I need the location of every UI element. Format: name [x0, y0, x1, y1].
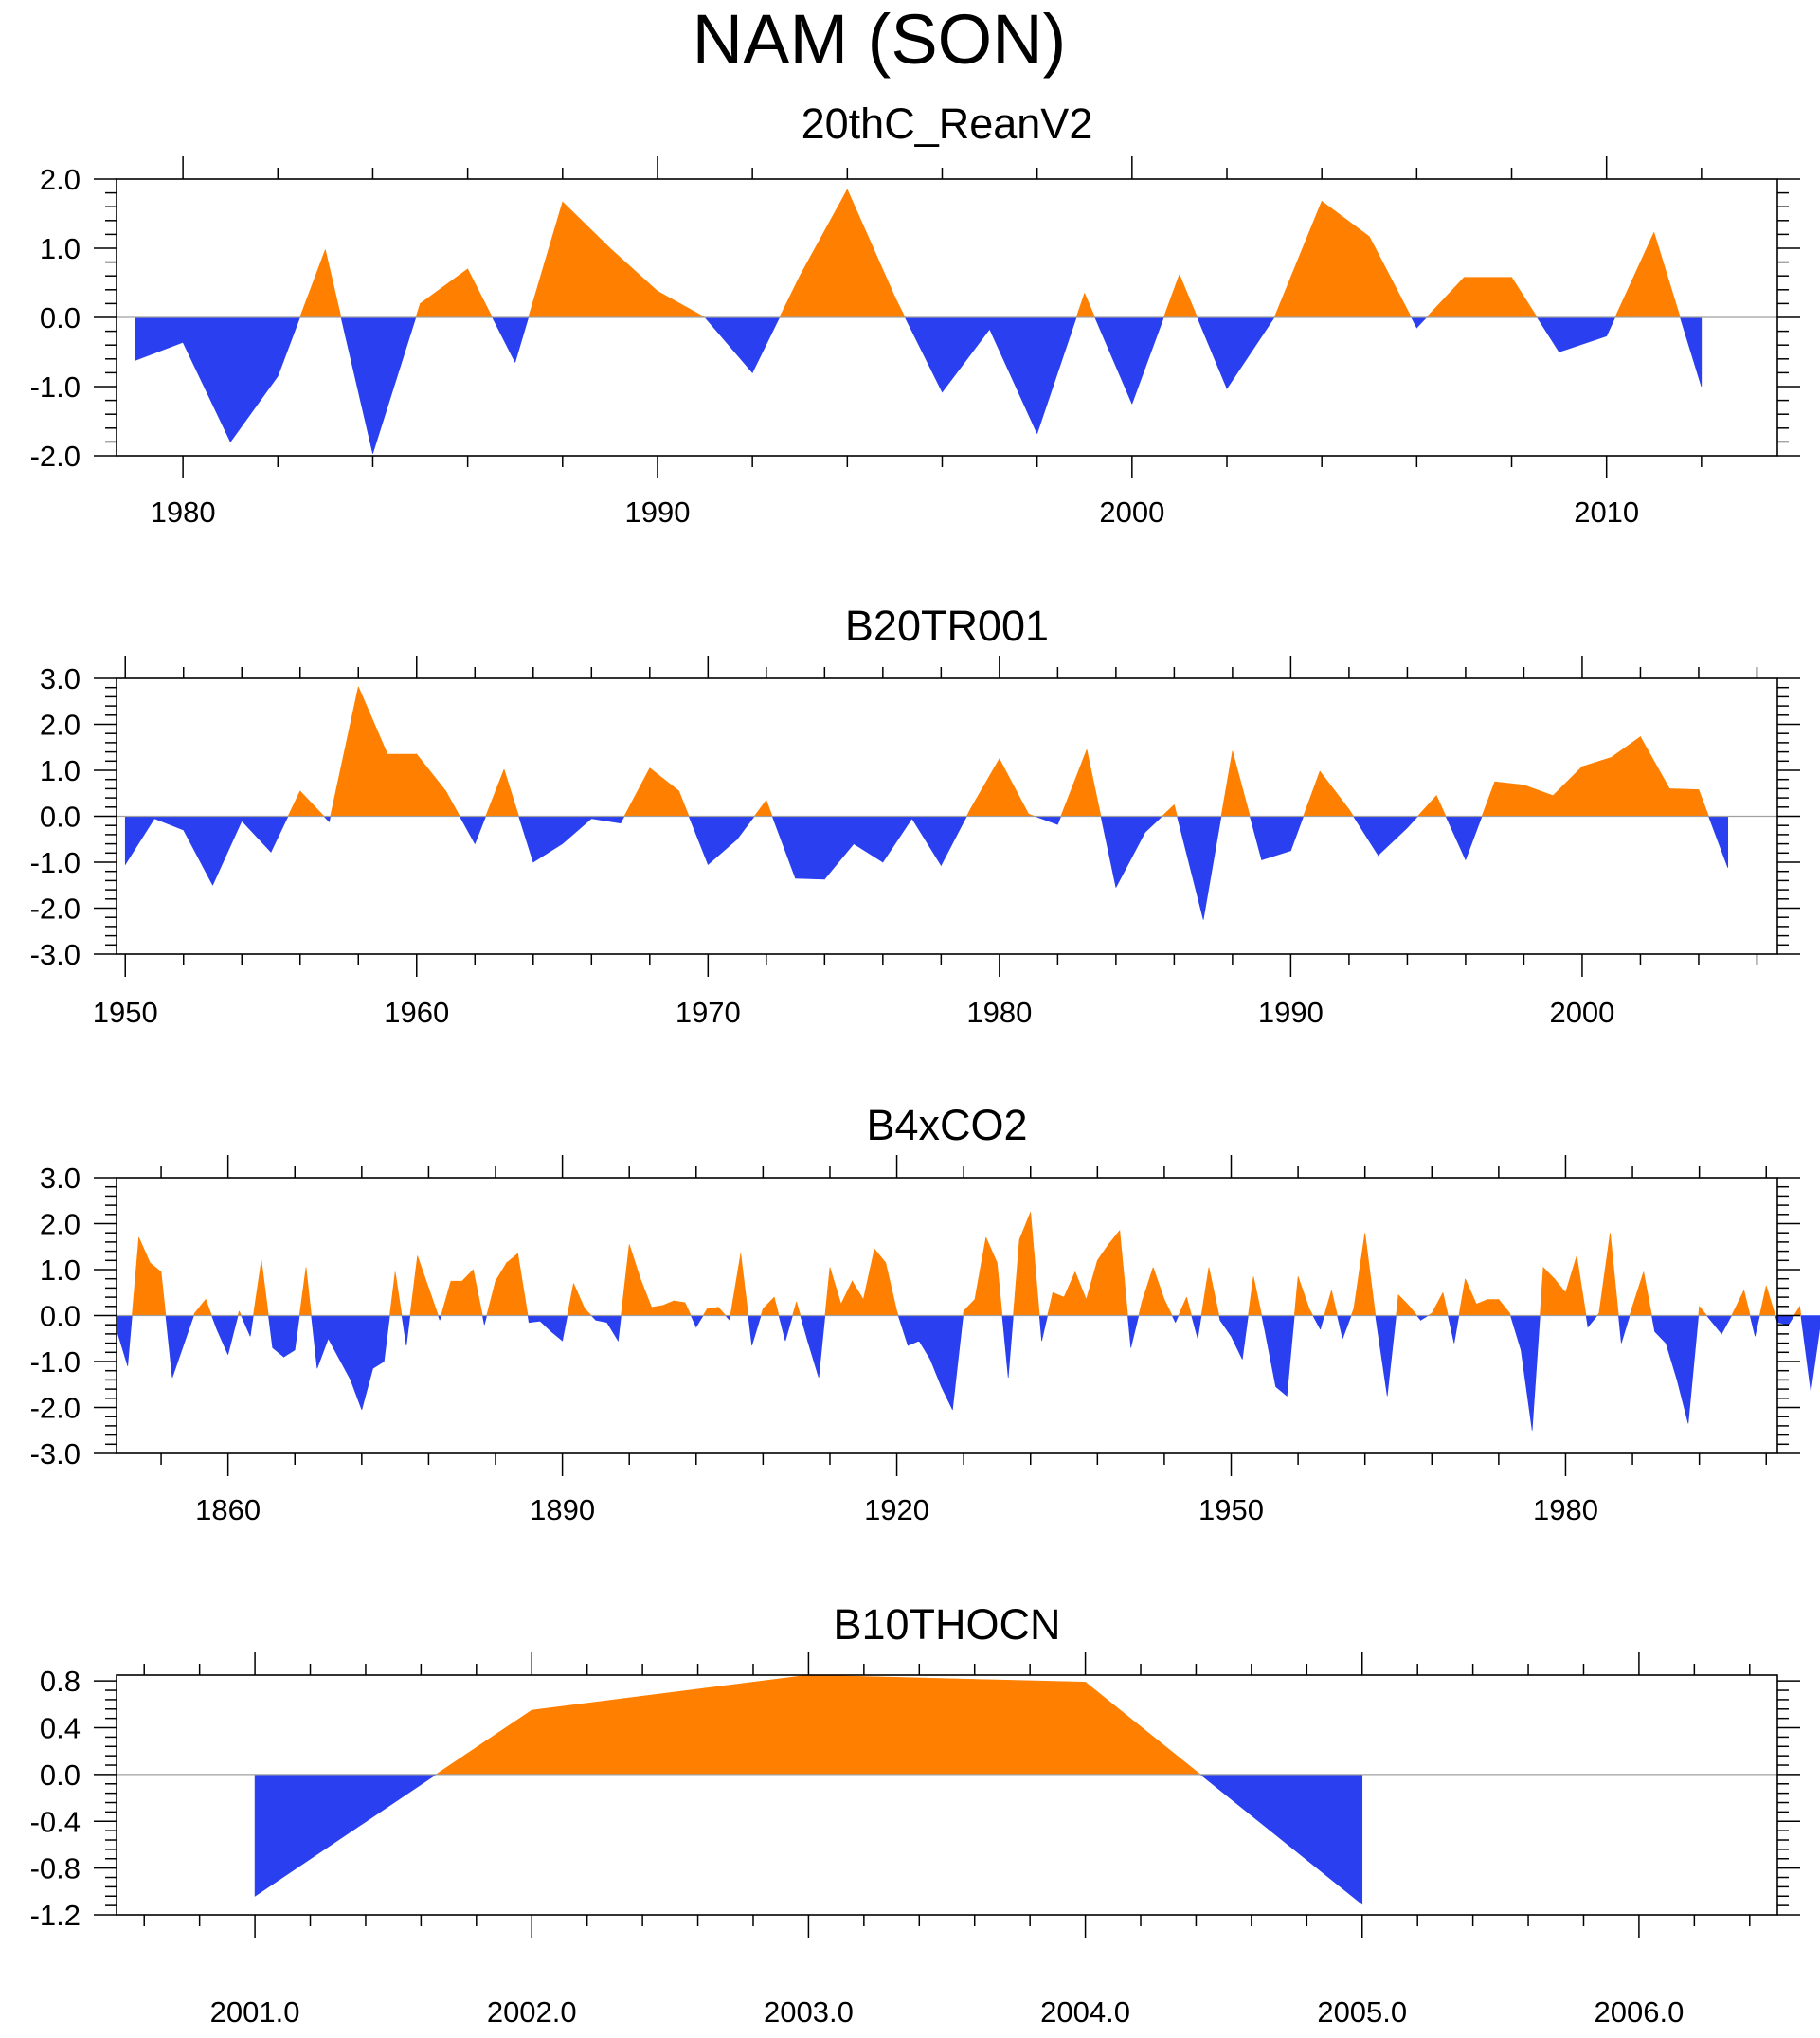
- y-tick-label: -1.0: [30, 846, 81, 879]
- y-tick-label: 0.0: [40, 1758, 81, 1792]
- x-tick-label: 1950: [1198, 1493, 1264, 1526]
- y-tick-label: 0.0: [40, 301, 81, 334]
- chart-panel-2: 3.0 2.0 1.0 0.0 -1.0 -2.0 -3.0 1950 1960 1970 1980…: [30, 602, 1800, 1029]
- y-tick-label: -1.0: [30, 1345, 81, 1379]
- y-tick-label: 0.0: [40, 1300, 81, 1333]
- y-tick-label: -3.0: [30, 938, 81, 971]
- negative-area: [135, 316, 1703, 454]
- positive-area: [435, 1674, 1201, 1776]
- x-tick-label: 2000: [1549, 996, 1614, 1029]
- x-tick-label: 1950: [93, 996, 158, 1029]
- x-tick-label: 1980: [966, 996, 1032, 1029]
- panel-title: 20thC_ReanV2: [802, 99, 1093, 148]
- x-tick-label: 2001.0: [210, 1995, 300, 2029]
- x-tick-label: 2010: [1574, 496, 1639, 529]
- x-tick-label: 2002.0: [487, 1995, 577, 2029]
- negative-area: [116, 1315, 1820, 1431]
- positive-area: [299, 189, 1681, 318]
- x-tick-label: 1990: [624, 496, 690, 529]
- x-tick-label: 1960: [384, 996, 449, 1029]
- plot-frame: [116, 1674, 1778, 1916]
- negative-area: [124, 816, 1729, 920]
- y-tick-label: -2.0: [30, 440, 81, 473]
- panel-title: B20TR001: [845, 602, 1049, 650]
- y-tick-label: -0.8: [30, 1852, 81, 1885]
- x-tick-label: 1980: [1533, 1493, 1598, 1526]
- page-title: NAM (SON): [692, 0, 1067, 79]
- y-tick-label: 1.0: [40, 1253, 81, 1287]
- x-tick-label: 1890: [530, 1493, 595, 1526]
- x-tick-label: 2004.0: [1040, 1995, 1130, 2029]
- y-tick-label: 2.0: [40, 709, 81, 742]
- chart-panel-4: 0.8 0.4 0.0 -0.4 -0.8 -1.2 2001.0 2002.0 2003.0 2…: [30, 1600, 1800, 2029]
- y-tick-label: 0.8: [40, 1665, 81, 1698]
- negative-area: [254, 1774, 1363, 1905]
- y-tick-label: 3.0: [40, 662, 81, 695]
- x-tick-label: 1980: [151, 496, 216, 529]
- x-tick-label: 2003.0: [764, 1995, 854, 2029]
- y-tick-label: -1.2: [30, 1899, 81, 1932]
- x-tick-label: 2005.0: [1317, 1995, 1407, 2029]
- y-tick-label: -1.0: [30, 370, 81, 404]
- positive-area: [287, 686, 1709, 817]
- panel-title: B10THOCN: [833, 1600, 1060, 1649]
- x-tick-label: 1860: [195, 1493, 261, 1526]
- chart-panel-1: 2.0 1.0 0.0 -1.0 -2.0 1980 1990 2000 2010 20thC_R…: [30, 99, 1800, 529]
- y-tick-label: -3.0: [30, 1437, 81, 1470]
- y-tick-label: 1.0: [40, 754, 81, 787]
- positive-area: [132, 1212, 1802, 1316]
- y-tick-label: 0.0: [40, 801, 81, 834]
- panel-title: B4xCO2: [866, 1101, 1027, 1149]
- y-tick-label: 2.0: [40, 1208, 81, 1241]
- y-tick-label: 0.4: [40, 1712, 81, 1745]
- x-tick-label: 1990: [1258, 996, 1324, 1029]
- y-tick-label: -2.0: [30, 1392, 81, 1425]
- y-tick-label: 1.0: [40, 232, 81, 265]
- y-tick-label: 3.0: [40, 1162, 81, 1195]
- y-tick-label: -2.0: [30, 893, 81, 926]
- y-tick-label: 2.0: [40, 163, 81, 196]
- x-tick-label: 1970: [676, 996, 741, 1029]
- x-tick-label: 1920: [864, 1493, 929, 1526]
- y-tick-label: -0.4: [30, 1805, 81, 1838]
- chart-panel-3: 3.0 2.0 1.0 0.0 -1.0 -2.0 -3.0 1860 1890 1920 1950…: [30, 1101, 1820, 1526]
- x-tick-label: 2000: [1099, 496, 1164, 529]
- x-tick-label: 2006.0: [1595, 1995, 1685, 2029]
